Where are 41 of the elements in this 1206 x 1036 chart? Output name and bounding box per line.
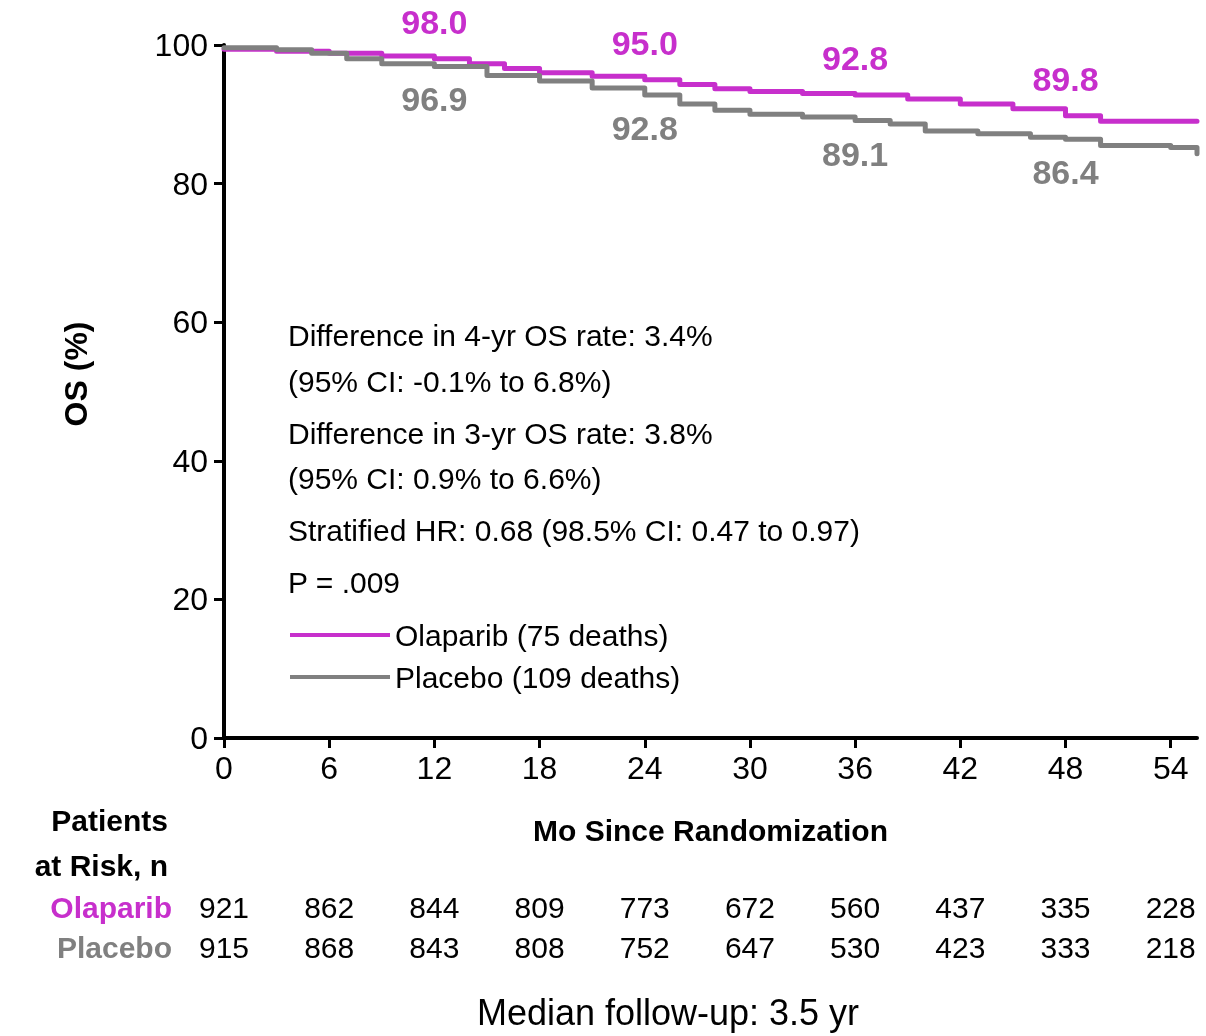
text: Median follow-up: 3.5 yr (476, 991, 860, 1033)
annotation: (95% CI: -0.1% to 6.8%) (288, 364, 612, 398)
annotation: 86.4 (1032, 153, 1099, 192)
annotation: Difference in 3-yr OS rate: 3.8% (288, 416, 713, 450)
x-tick-label: 42 (942, 750, 979, 786)
legend-label: Placebo (109 deaths) (395, 660, 681, 694)
x-tick-label: 54 (1152, 750, 1189, 786)
text: Olaparib (50, 890, 172, 924)
y-tick-label: 80 (172, 165, 208, 202)
annotation: 96.9 (401, 80, 468, 119)
annotation: P = .009 (288, 565, 401, 599)
y-tick-label: 20 (172, 581, 208, 618)
annotation: 95.0 (611, 23, 678, 62)
text: at Risk, n (34, 848, 168, 882)
y-axis-title: OS (%) (58, 321, 94, 427)
x-tick-label: 18 (521, 750, 558, 786)
legend-label: Olaparib (75 deaths) (395, 618, 669, 652)
annotation: 92.8 (822, 38, 889, 77)
annotation: 89.1 (822, 134, 889, 173)
x-axis-title: Mo Since Randomization (532, 813, 889, 847)
annotation: Stratified HR: 0.68 (98.5% CI: 0.47 to 0.97) (288, 513, 860, 547)
annotation: 89.8 (1032, 59, 1099, 98)
text: Patients (51, 803, 168, 837)
annotation: 92.8 (611, 108, 678, 147)
x-tick-label: 48 (1047, 750, 1084, 786)
x-tick-label: 12 (416, 750, 453, 786)
x-tick-label: 36 (837, 750, 873, 786)
annotation: 98.0 (401, 2, 468, 41)
annotation: Difference in 4-yr OS rate: 3.4% (288, 318, 713, 352)
x-tick-label: 24 (626, 750, 663, 786)
x-tick-label: 30 (732, 750, 768, 786)
text: 921 862 844 809 773 672 560 437 335 228 (198, 890, 1196, 924)
y-tick-label: 40 (172, 442, 208, 479)
annotation: (95% CI: 0.9% to 6.6%) (288, 461, 602, 495)
y-tick-label: 100 (154, 27, 208, 63)
x-tick-label: 6 (320, 750, 339, 786)
text: 915 868 843 808 752 647 530 423 333 218 (198, 930, 1196, 964)
y-tick-label: 60 (172, 304, 208, 341)
y-tick-label: 0 (190, 720, 208, 756)
x-tick-label: 0 (215, 750, 233, 786)
text: Placebo (56, 930, 172, 964)
